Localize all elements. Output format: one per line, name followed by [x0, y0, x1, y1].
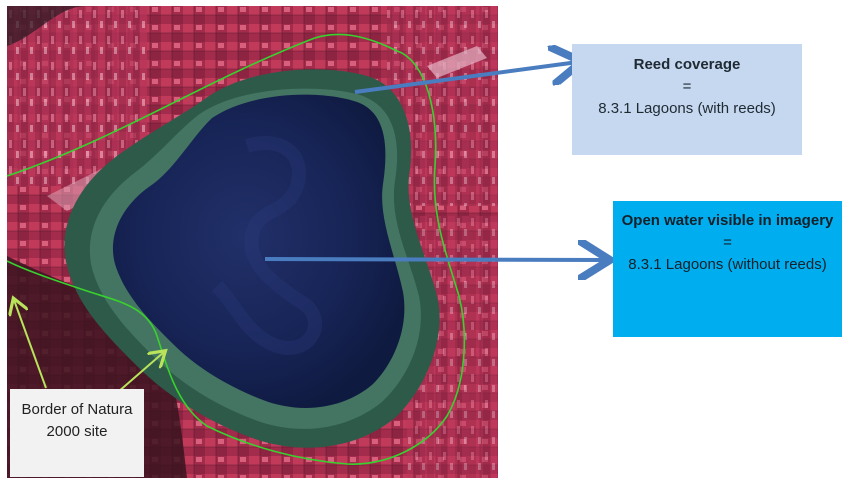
reed-equals: = [572, 76, 802, 98]
border-pointer-left [14, 300, 46, 388]
natura-border-label-box: Border of Natura 2000 site [10, 389, 144, 477]
open-water-label-box: Open water visible in imagery = 8.3.1 La… [613, 201, 842, 337]
open-water-title: Open water visible in imagery [613, 210, 842, 232]
open-water-equals: = [613, 232, 842, 254]
border-label: Border of Natura 2000 site [10, 399, 144, 443]
reed-class-label: 8.3.1 Lagoons (with reeds) [572, 98, 802, 120]
open-water-arrow [265, 259, 606, 260]
open-water-class-label: 8.3.1 Lagoons (without reeds) [613, 254, 842, 276]
reed-coverage-label-box: Reed coverage = 8.3.1 Lagoons (with reed… [572, 44, 802, 155]
border-pointer-right [118, 352, 164, 392]
reed-title: Reed coverage [572, 54, 802, 76]
reed-arrow [355, 62, 578, 92]
